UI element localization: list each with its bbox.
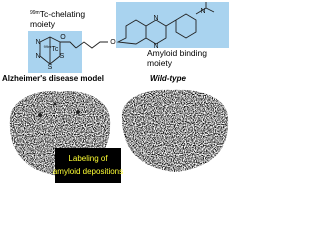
atom: S	[60, 53, 65, 60]
chelating-label: 99mTc-chelating	[30, 9, 85, 19]
binding-label-line2: moiety	[147, 58, 173, 68]
isotope: 99m	[30, 10, 40, 16]
atom: 99mTc	[44, 44, 59, 53]
atom-isotope: 99m	[44, 44, 52, 49]
callout-box	[55, 148, 121, 183]
binding-structure: O N N N	[75, 2, 215, 50]
chelating-label-line2: moiety	[30, 19, 56, 29]
binding-label: Amyloid binding	[147, 48, 207, 58]
left-panel-title: Alzheimer's disease model	[2, 74, 104, 83]
atom: N	[35, 53, 40, 60]
atom: Tc	[51, 46, 59, 53]
atom: O	[60, 34, 66, 41]
atom: N	[153, 43, 158, 50]
callout-line: amyloid depositions	[53, 167, 123, 176]
label-line: Tc-chelating	[40, 9, 86, 19]
callout-line: Labeling of	[68, 154, 108, 163]
brain-section-wt	[121, 89, 229, 172]
atom: N	[35, 39, 40, 46]
atom: N	[153, 15, 158, 22]
graphical-abstract: N O 99mTc N S S O N N N 99mTc-chelating …	[2, 2, 229, 183]
chelate-structure: N O 99mTc N S S	[35, 34, 77, 71]
right-panel-title: Wild-type	[150, 74, 186, 83]
binding-box	[116, 2, 229, 48]
atom: O	[110, 39, 116, 46]
atom: N	[200, 8, 205, 15]
chelate-box	[28, 31, 82, 73]
atom: S	[48, 64, 53, 71]
